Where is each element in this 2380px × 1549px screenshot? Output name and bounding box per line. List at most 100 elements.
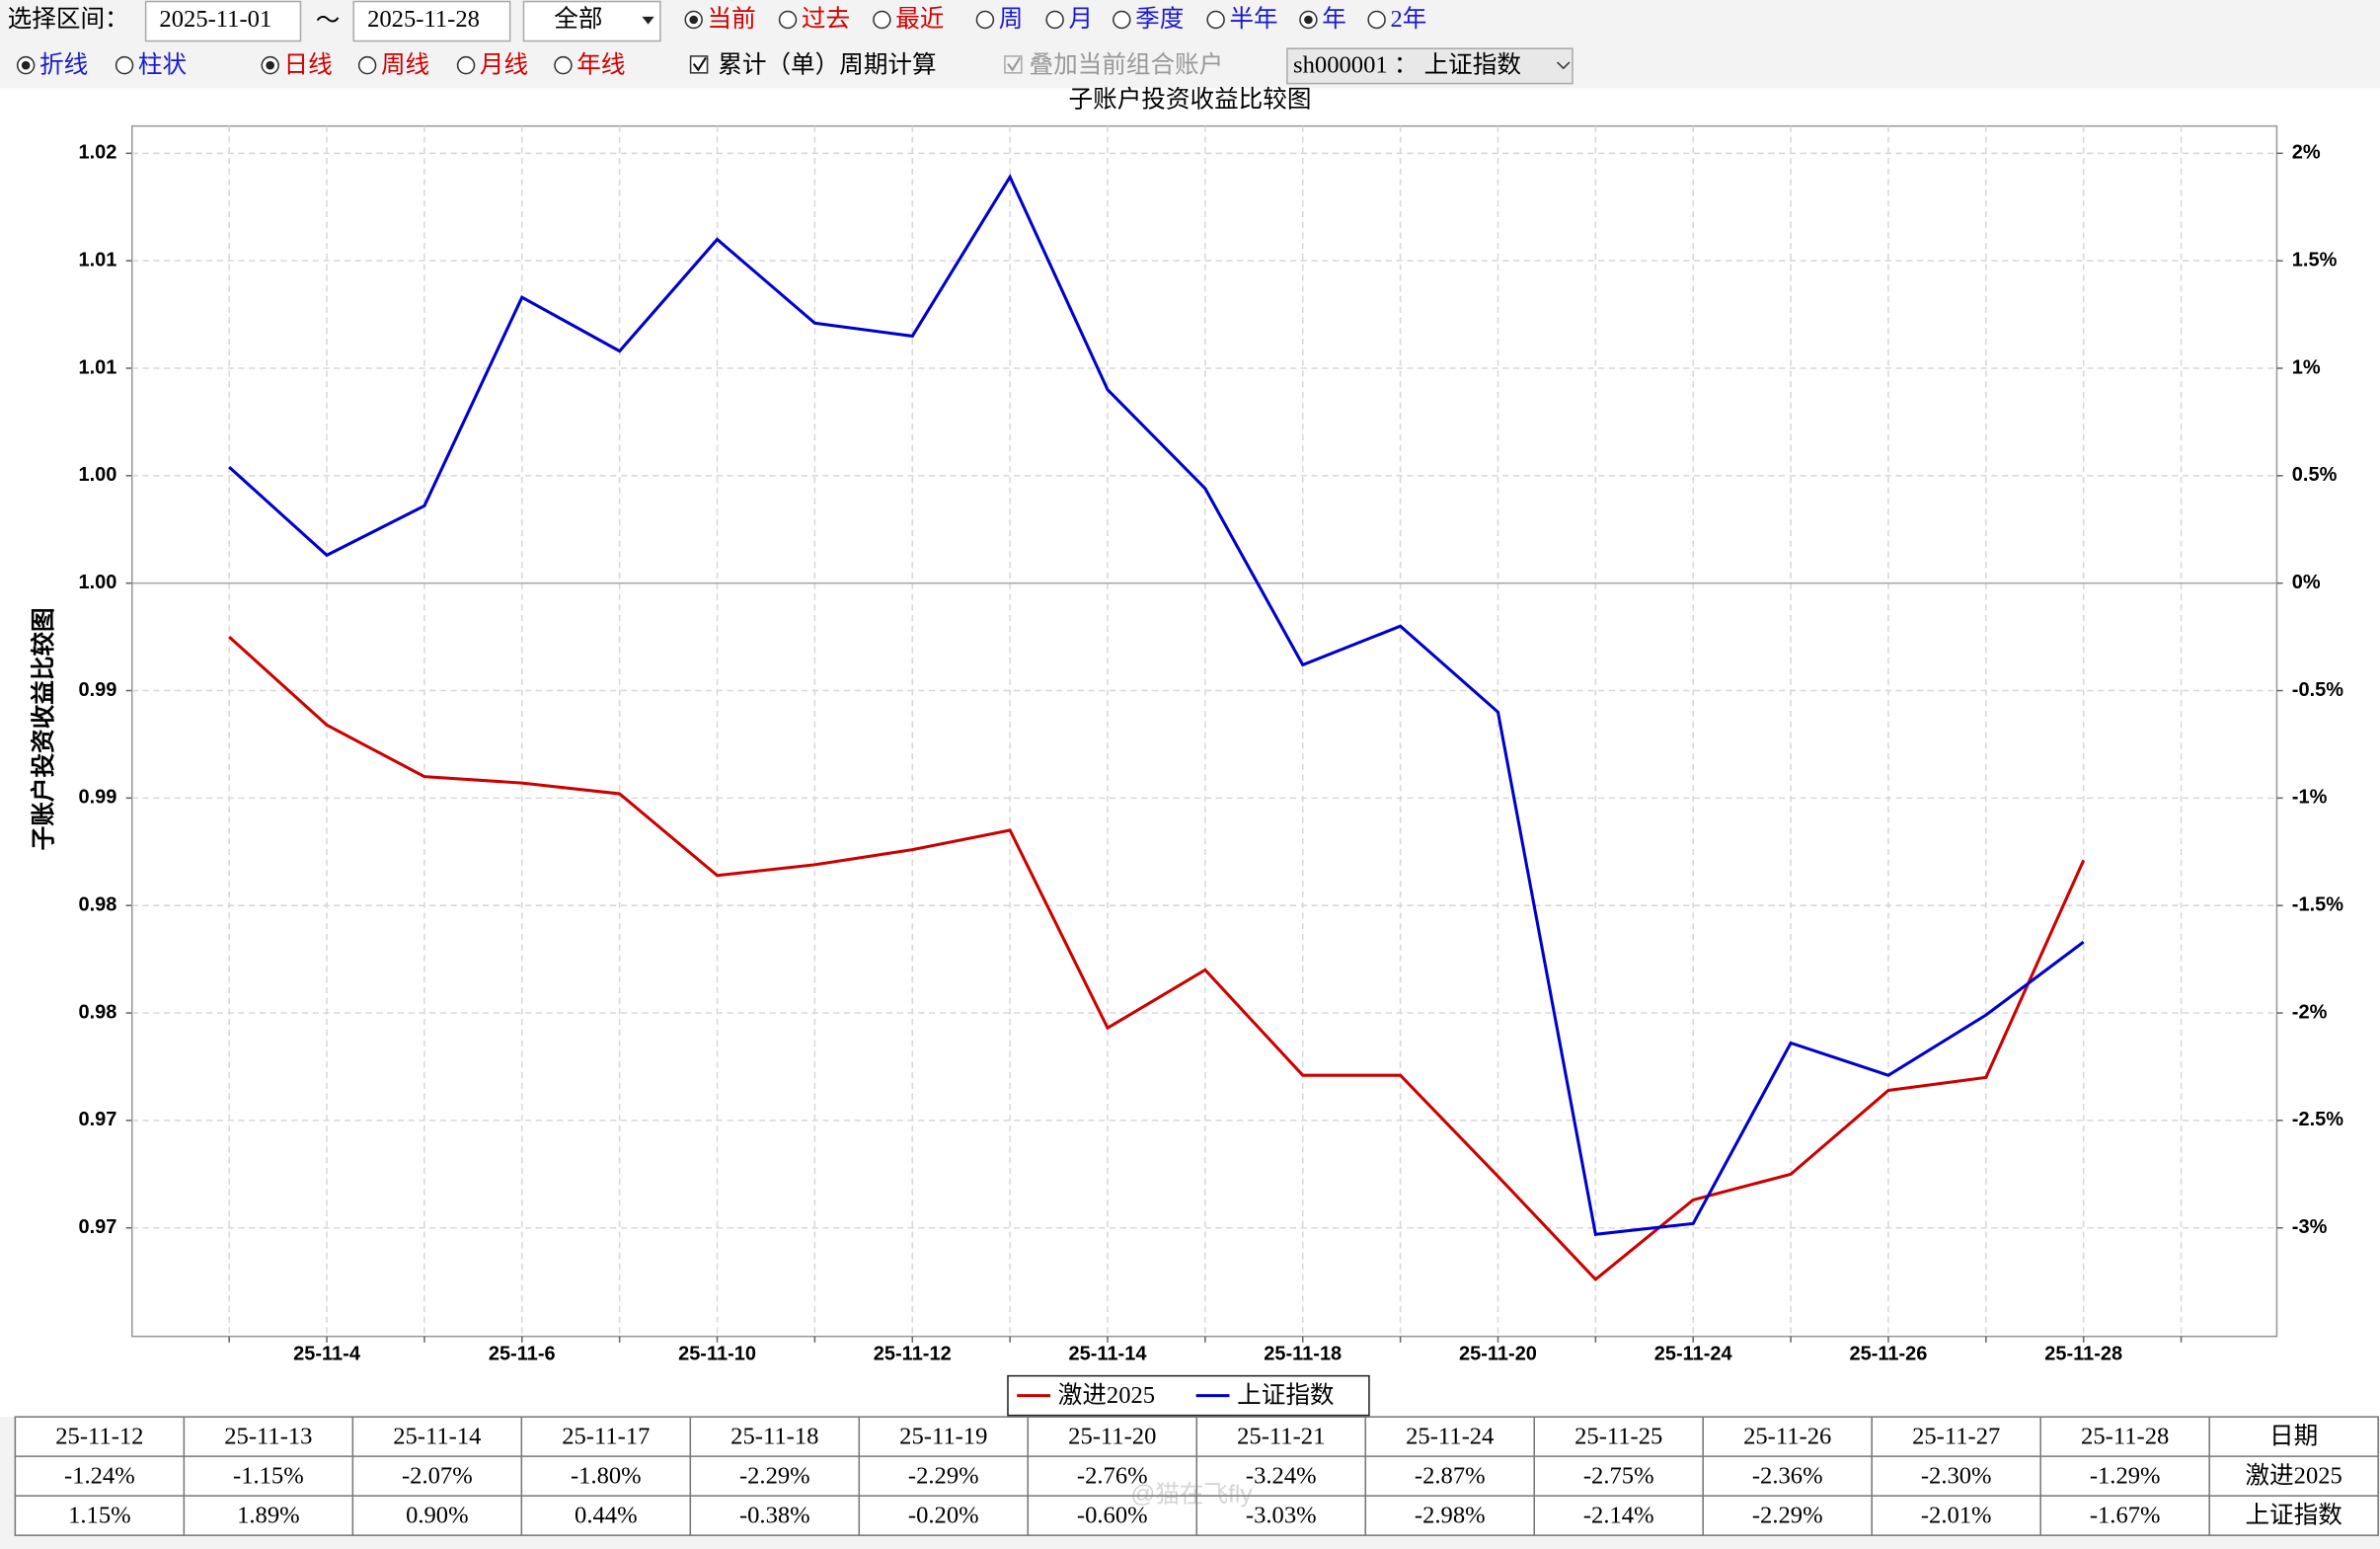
radio-dot: [21, 60, 31, 70]
radio-label[interactable]: 折线: [39, 50, 88, 78]
radio-button[interactable]: [456, 55, 476, 75]
dropdown-arrow[interactable]: [1557, 61, 1571, 70]
y2-tick-label: -1%: [2292, 787, 2328, 809]
data-table: 25-11-12 25-11-13 25-11-14 25-11-17 25-11-18…: [14, 1416, 2379, 1536]
y2-tick-label: -2.5%: [2292, 1109, 2343, 1130]
table-cell: -1.80%: [571, 1462, 642, 1489]
y-tick-label: 1.00: [78, 464, 116, 486]
y-tick-label: 1.01: [78, 356, 116, 378]
checkbox-label[interactable]: 累计（单）周期计算: [718, 50, 936, 78]
table-cell: 25-11-26: [1743, 1423, 1831, 1449]
radio-button[interactable]: [554, 55, 573, 75]
table-cell: 25-11-13: [224, 1423, 312, 1449]
radio-button[interactable]: [778, 10, 798, 30]
index-select[interactable]: [1286, 47, 1574, 85]
radio-button[interactable]: [357, 55, 377, 75]
radio-label[interactable]: 过去: [802, 5, 850, 33]
scope-select[interactable]: [522, 0, 661, 42]
y2-tick-label: 2%: [2292, 142, 2321, 164]
x-tick-label: 25-11-18: [1264, 1343, 1342, 1364]
plot-frame: [131, 124, 2278, 1338]
table-cell: -2.07%: [402, 1462, 473, 1489]
range-separator: ～: [316, 8, 341, 35]
table-cell: 25-11-14: [393, 1423, 481, 1449]
scope-select-value[interactable]: 全部: [554, 5, 602, 33]
radio-label[interactable]: 周线: [381, 50, 429, 78]
radio-label[interactable]: 年: [1322, 5, 1346, 33]
table-cell: 25-11-12: [55, 1423, 143, 1449]
y-tick-label: 1.00: [78, 572, 116, 593]
radio-label[interactable]: 月: [1068, 6, 1093, 33]
table-cell: -2.29%: [908, 1462, 979, 1489]
radio-label[interactable]: 日线: [284, 50, 333, 78]
y-tick-label: 0.98: [78, 1001, 116, 1023]
check-mark: [1007, 56, 1022, 72]
table-cell: -1.24%: [64, 1462, 135, 1489]
y2-tick-label: 0.5%: [2292, 464, 2338, 486]
table-cell: 25-11-28: [2081, 1423, 2169, 1449]
y-tick-label: 0.97: [78, 1216, 116, 1238]
radio-label[interactable]: 季度: [1135, 5, 1184, 33]
x-tick-label: 25-11-12: [874, 1343, 952, 1364]
x-tick-label: 25-11-6: [489, 1343, 556, 1364]
table-cell: 25-11-24: [1406, 1423, 1494, 1449]
radio-label[interactable]: 月线: [480, 50, 528, 78]
dropdown-arrow[interactable]: [642, 16, 654, 25]
y-axis-label: 子账户投资收益比较图: [29, 607, 57, 850]
radio-label[interactable]: 年线: [576, 50, 625, 78]
table-cell: -2.01%: [1921, 1502, 1992, 1528]
table-cell: 1.89%: [237, 1502, 300, 1528]
radio-button[interactable]: [873, 10, 891, 30]
radio-button[interactable]: [975, 10, 995, 30]
table-cell: -2.36%: [1752, 1462, 1823, 1489]
legend-label: 激进2025: [1058, 1381, 1155, 1409]
start-date-input[interactable]: [144, 0, 302, 42]
table-cell: 日期: [2269, 1423, 2318, 1449]
legend-label: 上证指数: [1237, 1381, 1334, 1409]
table-cell: 25-11-25: [1574, 1423, 1662, 1449]
table-cell: 0.90%: [406, 1502, 469, 1528]
range-label: 选择区间：: [8, 5, 129, 33]
radio-label[interactable]: 半年: [1229, 5, 1277, 33]
x-tick-label: 25-11-20: [1459, 1343, 1537, 1364]
table-cell: 25-11-20: [1068, 1423, 1156, 1449]
start-date[interactable]: 2025-11-01: [159, 6, 271, 33]
radio-label[interactable]: 周: [999, 6, 1024, 33]
y-tick-label: 1.02: [78, 142, 116, 164]
y-tick-label: 0.97: [78, 1109, 116, 1130]
table-cell: -1.15%: [233, 1462, 304, 1489]
table-cell: -2.29%: [1752, 1502, 1823, 1528]
table-cell: -1.67%: [2090, 1502, 2161, 1528]
table-cell: -2.14%: [1583, 1502, 1654, 1528]
radio-button[interactable]: [1206, 10, 1225, 30]
radio-button[interactable]: [1045, 10, 1064, 30]
y2-tick-label: 1%: [2292, 356, 2321, 378]
options-row: 折线 柱状 日线 周线 月线 年线: [16, 50, 625, 78]
end-date-input[interactable]: [352, 0, 511, 42]
radio-label[interactable]: 最近: [895, 5, 944, 33]
series-line: [228, 173, 2085, 1236]
table-cell: 25-11-17: [562, 1423, 650, 1449]
y2-tick-label: 0%: [2292, 572, 2321, 593]
table-cell: -3.03%: [1246, 1502, 1317, 1528]
x-tick-label: 25-11-10: [678, 1343, 756, 1364]
table-cell: 0.44%: [575, 1502, 638, 1528]
index-select-value[interactable]: sh000001 ： 上证指数: [1293, 50, 1521, 78]
x-tick-label: 25-11-26: [1850, 1343, 1928, 1364]
x-tick-label: 25-11-24: [1654, 1343, 1732, 1364]
table-cell: -1.29%: [2090, 1462, 2161, 1489]
radio-button[interactable]: [115, 55, 134, 75]
table-cell: 25-11-19: [899, 1423, 987, 1449]
radio-button[interactable]: [1113, 10, 1131, 30]
legend-box: [1007, 1374, 1370, 1417]
y2-tick-label: 1.5%: [2292, 249, 2338, 271]
radio-button[interactable]: [1367, 10, 1386, 30]
series-line: [228, 635, 2086, 1282]
radio-label[interactable]: 当前: [708, 5, 756, 33]
end-date[interactable]: 2025-11-28: [367, 6, 480, 33]
table-cell: -3.24%: [1246, 1462, 1317, 1489]
radio-label[interactable]: 柱状: [138, 50, 187, 78]
table-cell: 上证指数: [2245, 1501, 2342, 1528]
radio-label[interactable]: 2年: [1390, 5, 1426, 33]
